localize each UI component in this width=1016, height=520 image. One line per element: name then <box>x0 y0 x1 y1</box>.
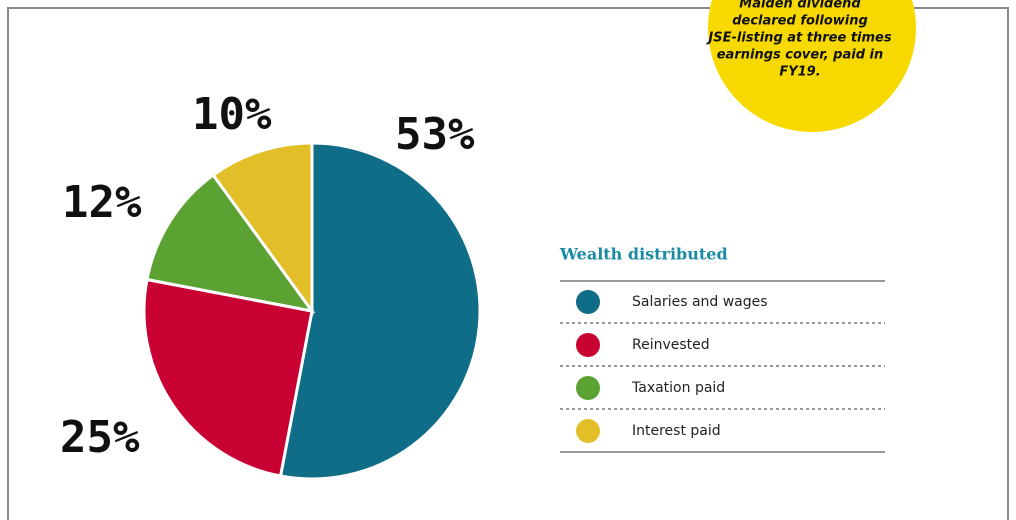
legend-swatch <box>576 419 600 443</box>
legend-title: Wealth distributed <box>559 245 728 264</box>
pie-slice <box>145 172 316 314</box>
pie-slice <box>211 141 314 316</box>
callout-text: earnings cover, paid in <box>717 48 884 63</box>
legend-swatch <box>576 290 600 314</box>
legend-label: Taxation paid <box>631 380 725 396</box>
legend-label: Salaries and wages <box>632 294 768 310</box>
frame <box>7 7 1009 520</box>
callout-text: JSE-listing at three times <box>705 31 891 46</box>
legend-label: Reinvested <box>632 337 710 353</box>
slice-label: 25% <box>60 412 140 463</box>
slice-label: 53% <box>395 109 475 160</box>
pie-slice <box>278 141 482 481</box>
legend-label: Interest paid <box>632 423 721 439</box>
slice-label: 10% <box>192 89 272 140</box>
legend-swatch <box>576 376 600 400</box>
legend-swatch <box>576 333 600 357</box>
callout-text: FY19. <box>779 65 820 80</box>
slice-label: 12% <box>62 177 142 228</box>
callout-text: Maiden dividend <box>739 0 861 12</box>
callout-text: declared following <box>732 14 868 29</box>
pie-slice <box>142 277 314 478</box>
callout-circle <box>708 0 916 132</box>
